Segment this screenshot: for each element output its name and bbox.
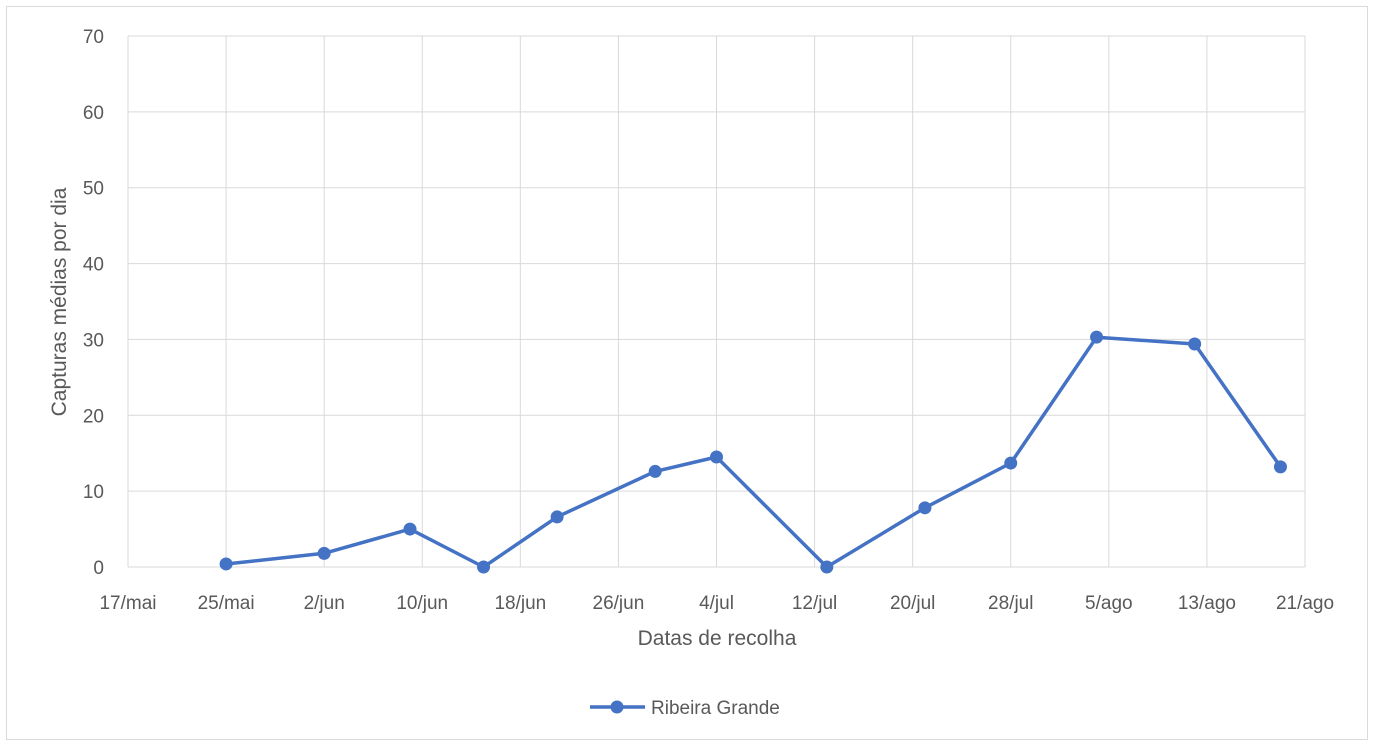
series-group (219, 330, 1287, 574)
y-tick-label: 0 (93, 558, 104, 579)
x-axis-title: Datas de recolha (638, 627, 797, 650)
x-tick-label: 18/jun (494, 593, 546, 614)
data-point (710, 450, 723, 464)
gridlines (127, 35, 1306, 568)
y-tick-label: 40 (83, 255, 104, 276)
y-tick-label: 30 (83, 330, 104, 351)
y-tick-label: 60 (83, 103, 104, 124)
x-tick-label: 13/ago (1178, 593, 1236, 614)
chart-frame (6, 6, 1368, 740)
data-point (550, 510, 564, 524)
y-tick-label: 50 (83, 179, 104, 200)
data-point (648, 464, 662, 478)
x-axis-ticks: 17/mai 25/mai 2/jun 10/jun 18/jun 26/jun 4/jul… (99, 593, 1334, 614)
x-tick-label: 21/ago (1276, 593, 1334, 614)
x-tick-label: 28/jul (988, 593, 1033, 614)
legend-label-ribeira-grande: Ribeira Grande (651, 698, 780, 719)
y-axis-ticks: 0 10 20 30 40 50 60 70 (83, 27, 104, 579)
data-point (1004, 456, 1018, 470)
legend: Ribeira Grande (590, 698, 780, 719)
x-tick-label: 2/jun (304, 593, 345, 614)
x-tick-label: 26/jun (593, 593, 645, 614)
data-point (918, 501, 932, 515)
x-tick-label: 12/jul (792, 593, 837, 614)
data-point (317, 546, 331, 560)
legend-marker-ribeira-grande (610, 700, 624, 714)
data-point (477, 560, 491, 574)
x-tick-label: 4/jul (699, 593, 734, 614)
data-point (1090, 330, 1104, 344)
y-tick-label: 20 (83, 406, 104, 427)
data-point (219, 557, 233, 571)
x-tick-label: 25/mai (198, 593, 255, 614)
data-point (1188, 337, 1202, 351)
y-tick-label: 70 (83, 27, 104, 48)
data-point (1273, 460, 1287, 474)
y-axis-title: Capturas médias por dia (48, 187, 71, 416)
y-tick-label: 10 (83, 482, 104, 503)
x-tick-label: 10/jun (396, 593, 448, 614)
data-point (403, 522, 417, 536)
data-point (820, 560, 834, 574)
x-tick-label: 20/jul (890, 593, 935, 614)
x-tick-label: 17/mai (99, 593, 156, 614)
series-line (225, 335, 1282, 569)
x-tick-label: 5/ago (1085, 593, 1133, 614)
